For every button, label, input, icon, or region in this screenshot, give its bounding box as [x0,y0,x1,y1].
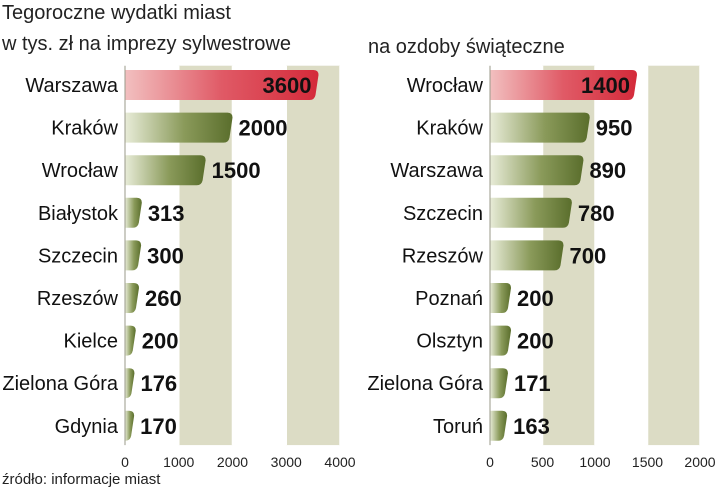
source-note: źródło: informacje miast [2,471,161,488]
bar [125,155,206,186]
tick-label: 1000 [579,454,610,470]
tick-label: 2000 [684,454,715,470]
tick-label: 1500 [632,454,663,470]
bar [125,240,142,271]
category-label: Kielce [64,331,118,353]
right-bar-chart: Wrocław 1400 Kraków 950 Warszawa 890 Szczecin 7… [367,65,716,470]
category-label: Wrocław [42,160,119,182]
value-label: 163 [513,414,550,439]
category-label: Białystok [38,203,119,225]
background-band [647,65,700,446]
value-label: 313 [148,201,185,226]
value-label: 260 [145,286,182,311]
bar [490,155,584,186]
bar [490,410,508,441]
value-label: 200 [142,329,179,354]
tick-label: 500 [531,454,555,470]
value-label: 200 [517,329,554,354]
bar [490,112,590,143]
value-label: 1400 [581,73,630,98]
value-label: 2000 [239,116,288,141]
tick-label: 0 [486,454,494,470]
category-label: Zielona Góra [2,373,118,395]
value-label: 200 [517,286,554,311]
right-chart-subtitle: na ozdoby świąteczne [368,36,565,58]
category-label: Toruń [433,416,483,438]
category-label: Zielona Góra [367,373,483,395]
bar [490,197,572,228]
value-label: 950 [596,116,633,141]
category-label: Rzeszów [37,288,119,310]
bar [125,197,142,228]
value-label: 170 [140,414,177,439]
value-label: 890 [589,158,626,183]
bar [125,283,139,313]
tick-label: 2000 [217,454,248,470]
category-label: Wrocław [407,75,484,97]
value-label: 3600 [263,73,312,98]
category-label: Olsztyn [416,331,483,353]
bar [125,112,233,143]
bar [490,240,564,271]
bar [125,325,136,356]
category-label: Szczecin [38,245,118,267]
category-label: Warszawa [25,75,118,97]
left-chart-subtitle: w tys. zł na imprezy sylwestrowe [2,33,291,55]
tick-label: 4000 [324,454,355,470]
bar [125,410,135,441]
bar [125,70,319,100]
value-label: 176 [140,371,177,396]
value-label: 780 [578,201,615,226]
bar [490,368,508,399]
value-label: 1500 [212,158,261,183]
category-label: Szczecin [403,203,483,225]
category-label: Gdynia [55,416,119,438]
background-band [286,65,340,446]
tick-label: 0 [121,454,129,470]
bar [490,283,511,313]
category-label: Warszawa [390,160,483,182]
bar [125,368,135,399]
category-label: Poznań [415,288,483,310]
category-label: Rzeszów [402,245,484,267]
value-label: 300 [147,243,184,268]
bar [490,325,511,356]
value-label: 700 [570,243,607,268]
value-label: 171 [514,371,551,396]
tick-label: 1000 [163,454,194,470]
bar [490,70,637,100]
tick-label: 3000 [271,454,302,470]
category-label: Kraków [416,118,483,140]
category-label: Kraków [51,118,118,140]
chart-title: Tegoroczne wydatki miast [2,2,231,24]
